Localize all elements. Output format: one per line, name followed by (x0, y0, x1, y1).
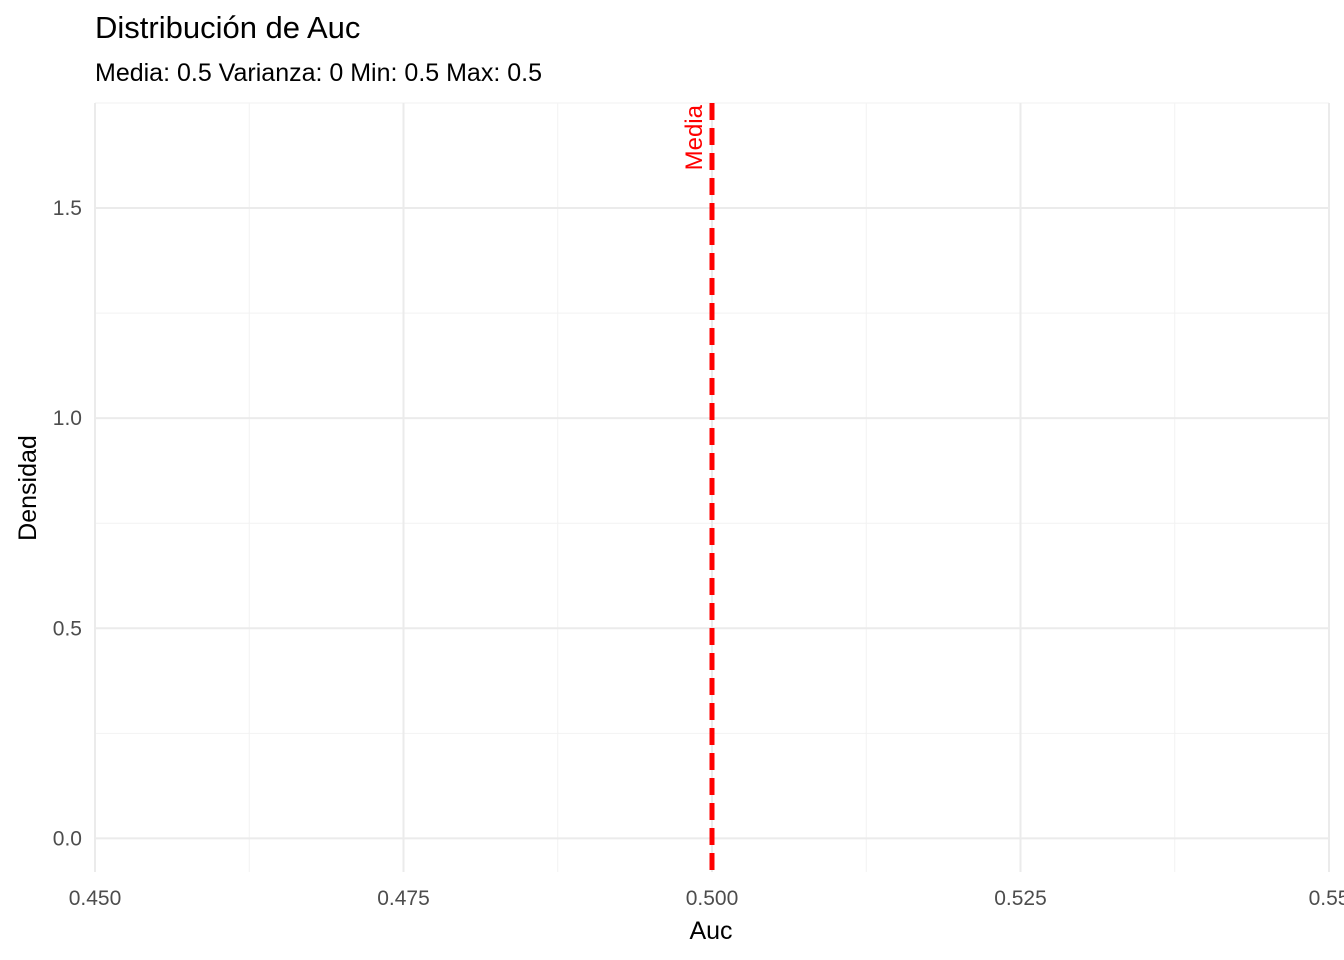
x-axis-title: Auc (689, 917, 732, 945)
x-tick-label: 0.450 (69, 887, 122, 910)
x-axis-ticks: 0.450 0.475 0.500 0.525 0.55 (69, 887, 1344, 910)
x-tick-label: 0.500 (686, 887, 739, 910)
x-tick-label: 0.475 (377, 887, 430, 910)
reference-lines: Media (681, 103, 715, 872)
chart-title: Distribución de Auc (95, 10, 361, 45)
y-axis-ticks: 0.0 0.5 1.0 1.5 (53, 197, 82, 850)
y-tick-label: 1.0 (53, 407, 82, 430)
y-tick-label: 0.0 (53, 827, 82, 850)
y-tick-label: 1.5 (53, 197, 82, 220)
y-tick-label: 0.5 (53, 617, 82, 640)
x-tick-label: 0.55 (1309, 887, 1344, 910)
x-tick-label: 0.525 (994, 887, 1047, 910)
y-axis-title: Densidad (14, 435, 42, 541)
mean-reference-label: Media (681, 104, 708, 170)
chart-subtitle: Media: 0.5 Varianza: 0 Min: 0.5 Max: 0.5 (95, 59, 542, 87)
